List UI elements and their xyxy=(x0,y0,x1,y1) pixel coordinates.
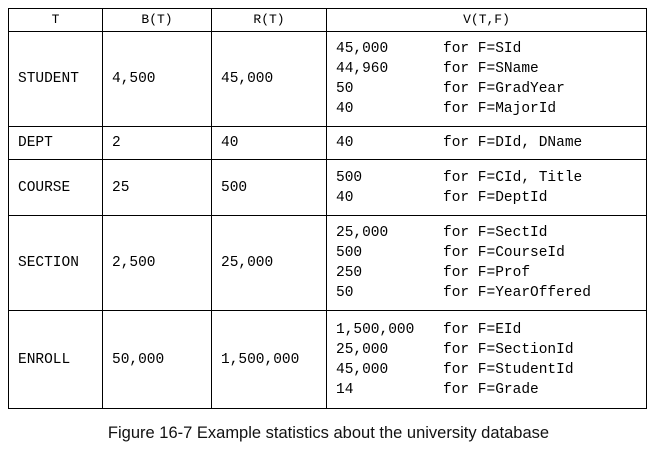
value-line: 14 for F=Grade xyxy=(336,380,646,400)
field-name: for F=DeptId xyxy=(443,189,548,206)
value-line: 45,000 for F=SId xyxy=(336,39,646,59)
field-name: for F=SName xyxy=(443,61,539,77)
cell-blocks: 50,000 xyxy=(102,310,212,409)
value-line: 40 for F=MajorId xyxy=(336,99,646,119)
distinct-count: 50 xyxy=(336,285,354,301)
distinct-count: 500 xyxy=(336,245,363,261)
statistics-table: T B(T) R(T) V(T,F) STUDENT 4,500 45,000 … xyxy=(8,8,647,409)
cell-records: 40 xyxy=(211,126,327,160)
distinct-count: 250 xyxy=(336,265,363,281)
header-b: B(T) xyxy=(102,8,212,32)
field-name: for F=SectId xyxy=(443,225,548,241)
cell-blocks: 4,500 xyxy=(102,31,212,127)
field-name: for F=DId, DName xyxy=(443,135,583,151)
distinct-count: 45,000 xyxy=(336,41,389,57)
cell-records: 500 xyxy=(211,159,327,216)
value-line: 500 for F=CId, Title xyxy=(336,168,646,188)
cell-distinct-values: 1,500,000 for F=EId 25,000 for F=SectionId… xyxy=(326,310,647,409)
header-t: T xyxy=(8,8,103,32)
field-name: for F=EId xyxy=(443,321,522,338)
table-row: STUDENT 4,500 45,000 45,000 for F=SId 44,… xyxy=(8,31,647,127)
distinct-count: 50 xyxy=(336,81,354,97)
field-name: for F=StudentId xyxy=(443,361,574,378)
field-name: for F=SectionId xyxy=(443,341,574,358)
distinct-count: 40 xyxy=(336,189,354,206)
value-line: 1,500,000 for F=EId xyxy=(336,320,646,340)
field-name: for F=YearOffered xyxy=(443,285,591,301)
cell-records: 25,000 xyxy=(211,215,327,311)
value-line: 40 for F=DId, DName xyxy=(336,133,646,153)
distinct-count: 500 xyxy=(336,169,363,186)
value-line: 25,000 for F=SectionId xyxy=(336,340,646,360)
cell-distinct-values: 45,000 for F=SId 44,960 for F=SName 50 for … xyxy=(326,31,647,127)
value-line: 250 for F=Prof xyxy=(336,263,646,283)
cell-blocks: 2 xyxy=(102,126,212,160)
field-name: for F=SId xyxy=(443,41,522,57)
field-name: for F=CId, Title xyxy=(443,169,583,186)
value-line: 25,000 for F=SectId xyxy=(336,223,646,243)
value-line: 45,000 for F=StudentId xyxy=(336,360,646,380)
field-name: for F=MajorId xyxy=(443,101,557,117)
cell-distinct-values: 500 for F=CId, Title 40 for F=DeptId xyxy=(326,159,647,216)
cell-distinct-values: 25,000 for F=SectId 500 for F=CourseId 250… xyxy=(326,215,647,311)
header-v: V(T,F) xyxy=(326,8,647,32)
cell-records: 1,500,000 xyxy=(211,310,327,409)
header-row: T B(T) R(T) V(T,F) xyxy=(8,8,647,32)
value-line: 500 for F=CourseId xyxy=(336,243,646,263)
distinct-count: 25,000 xyxy=(336,225,389,241)
cell-blocks: 2,500 xyxy=(102,215,212,311)
cell-table-name: COURSE xyxy=(8,159,103,216)
figure-caption: Figure 16-7 Example statistics about the… xyxy=(107,424,550,442)
table-row: ENROLL 50,000 1,500,000 1,500,000 for F=E… xyxy=(8,310,647,409)
cell-table-name: DEPT xyxy=(8,126,103,160)
cell-table-name: SECTION xyxy=(8,215,103,311)
cell-blocks: 25 xyxy=(102,159,212,216)
cell-table-name: STUDENT xyxy=(8,31,103,127)
table-row: SECTION 2,500 25,000 25,000 for F=SectId … xyxy=(8,215,647,311)
value-line: 40 for F=DeptId xyxy=(336,188,646,208)
distinct-count: 14 xyxy=(336,381,354,398)
field-name: for F=CourseId xyxy=(443,245,565,261)
distinct-count: 25,000 xyxy=(336,341,389,358)
distinct-count: 45,000 xyxy=(336,361,389,378)
table-row: DEPT 2 40 40 for F=DId, DName xyxy=(8,126,647,160)
header-r: R(T) xyxy=(211,8,327,32)
value-line: 50 for F=YearOffered xyxy=(336,283,646,303)
cell-table-name: ENROLL xyxy=(8,310,103,409)
distinct-count: 1,500,000 xyxy=(336,321,415,338)
cell-distinct-values: 40 for F=DId, DName xyxy=(326,126,647,160)
value-line: 44,960 for F=SName xyxy=(336,59,646,79)
field-name: for F=Grade xyxy=(443,381,539,398)
table-row: COURSE 25 500 500 for F=CId, Title 40 for … xyxy=(8,159,647,216)
distinct-count: 44,960 xyxy=(336,61,389,77)
distinct-count: 40 xyxy=(336,101,354,117)
field-name: for F=GradYear xyxy=(443,81,565,97)
cell-records: 45,000 xyxy=(211,31,327,127)
field-name: for F=Prof xyxy=(443,265,531,281)
value-line: 50 for F=GradYear xyxy=(336,79,646,99)
distinct-count: 40 xyxy=(336,135,354,151)
